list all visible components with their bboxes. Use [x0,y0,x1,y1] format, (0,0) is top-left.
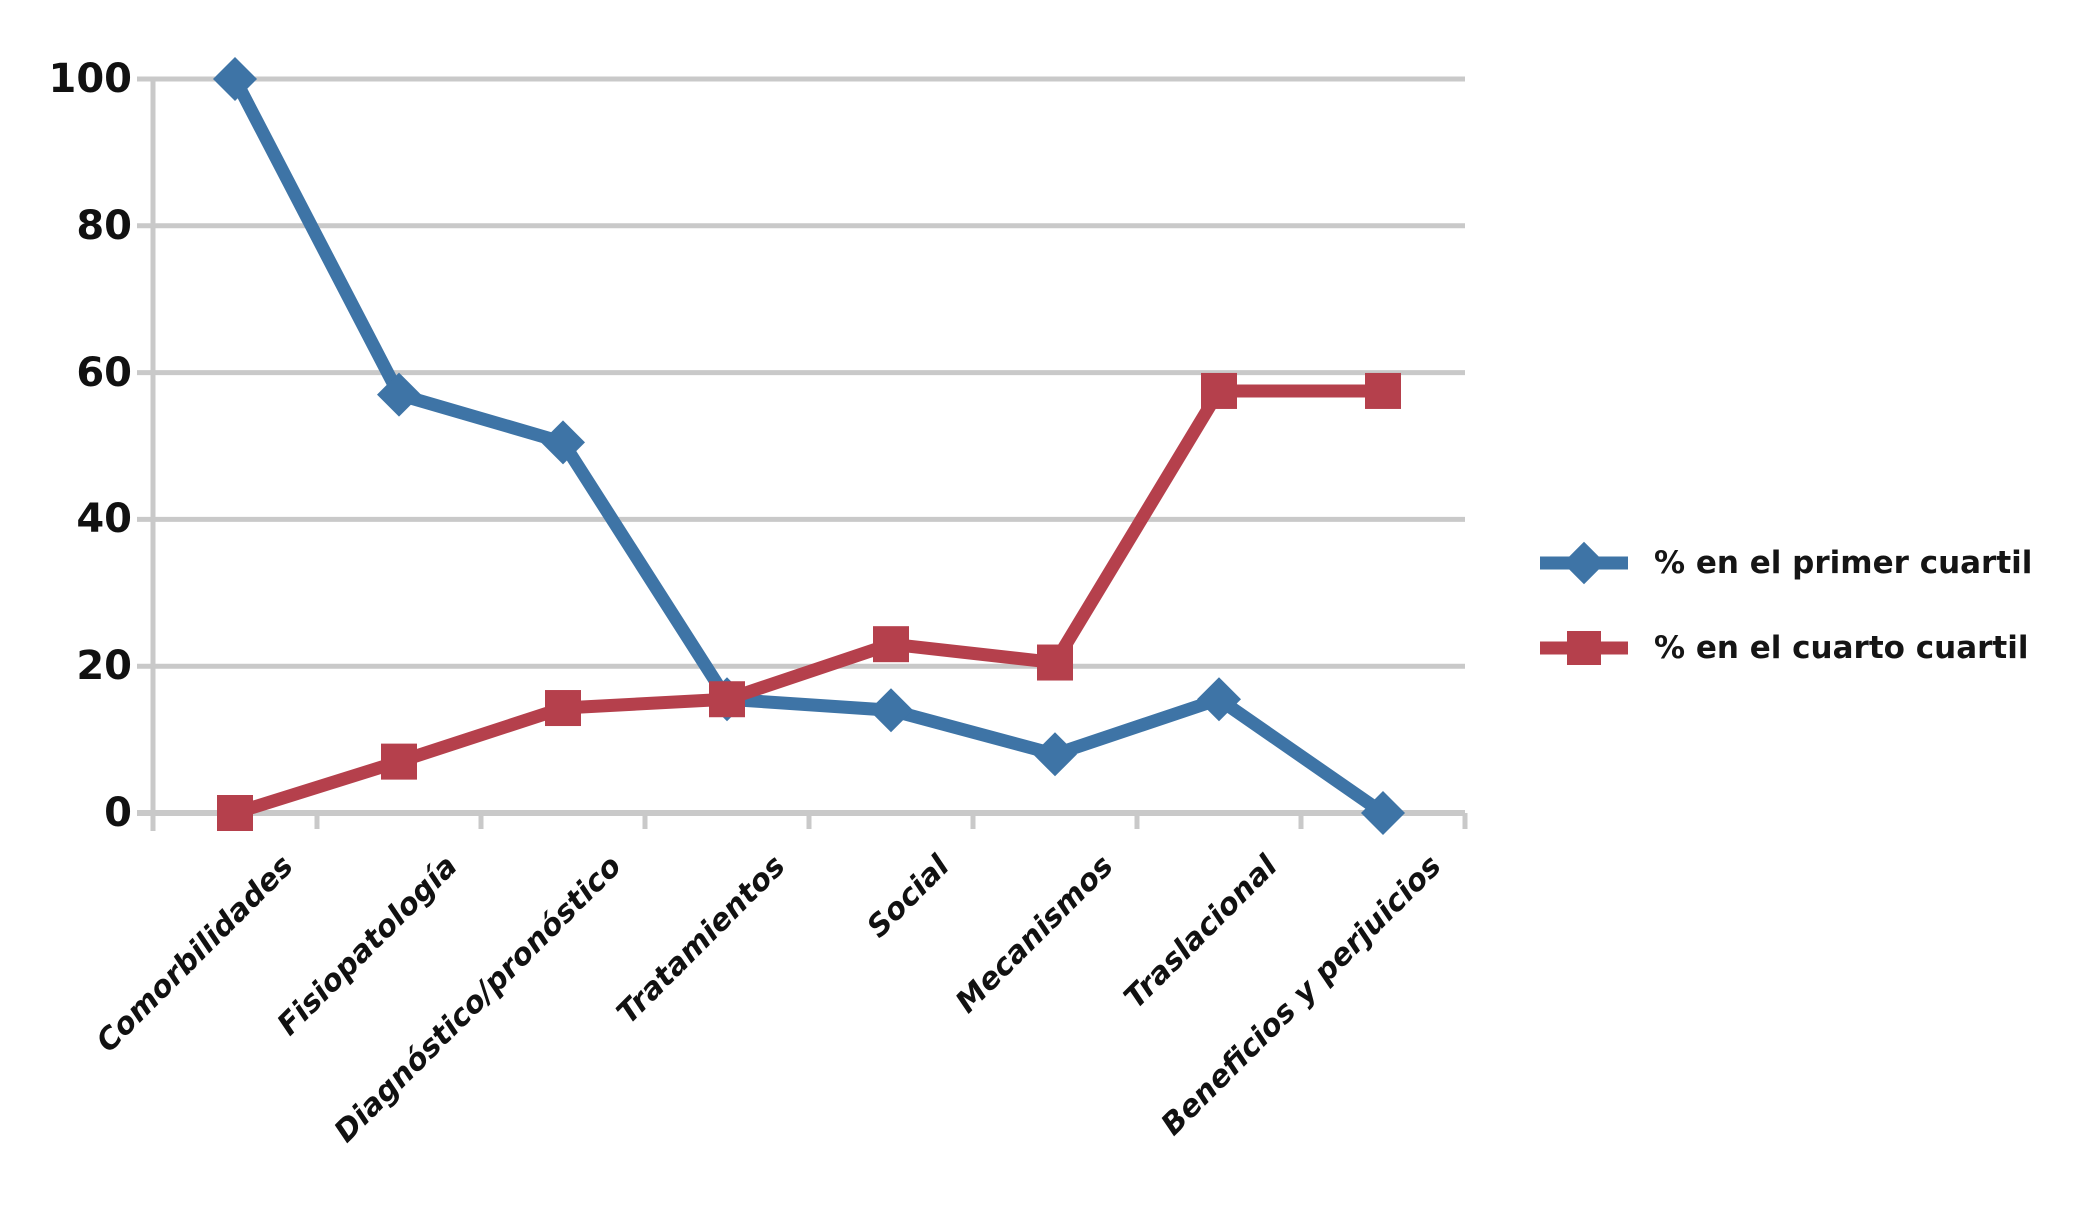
legend-label: % en el cuarto cuartil [1654,630,2029,666]
data-point-diamond [1361,791,1405,835]
legend-item-cuarto-cuartil: % en el cuarto cuartil [1540,624,2028,672]
y-axis-tick-label: 80 [76,202,132,249]
y-axis-tick-label: 20 [76,643,132,690]
data-point-diamond [541,420,585,465]
data-point-diamond [869,688,913,733]
data-point-square [1365,372,1401,409]
data-point-square [873,626,909,663]
data-point-square [1201,372,1237,409]
data-point-square [545,690,581,727]
series-line-1 [228,384,1390,820]
y-axis-tick-label: 100 [48,56,133,102]
data-point-diamond [1197,677,1241,722]
y-axis-tick-label: 0 [104,790,132,836]
data-point-square [1037,644,1073,681]
data-point-diamond [377,372,421,417]
y-axis-tick-label: 40 [76,496,132,543]
series-line-0 [228,72,1390,820]
data-point-diamond [1033,732,1077,777]
blue-diamond-series-marker-icon [1540,539,1628,587]
data-point-square [709,681,745,718]
data-point-square [217,795,253,831]
data-point-square [381,743,417,780]
legend-label: % en el primer cuartil [1654,545,2033,581]
red-square-series-marker-icon [1540,624,1628,672]
y-axis-tick-label: 60 [76,349,132,396]
diamond-icon [1562,541,1606,585]
square-icon [1567,631,1601,665]
data-point-diamond [213,57,257,101]
legend-item-primer-cuartil: % en el primer cuartil [1540,539,2032,587]
